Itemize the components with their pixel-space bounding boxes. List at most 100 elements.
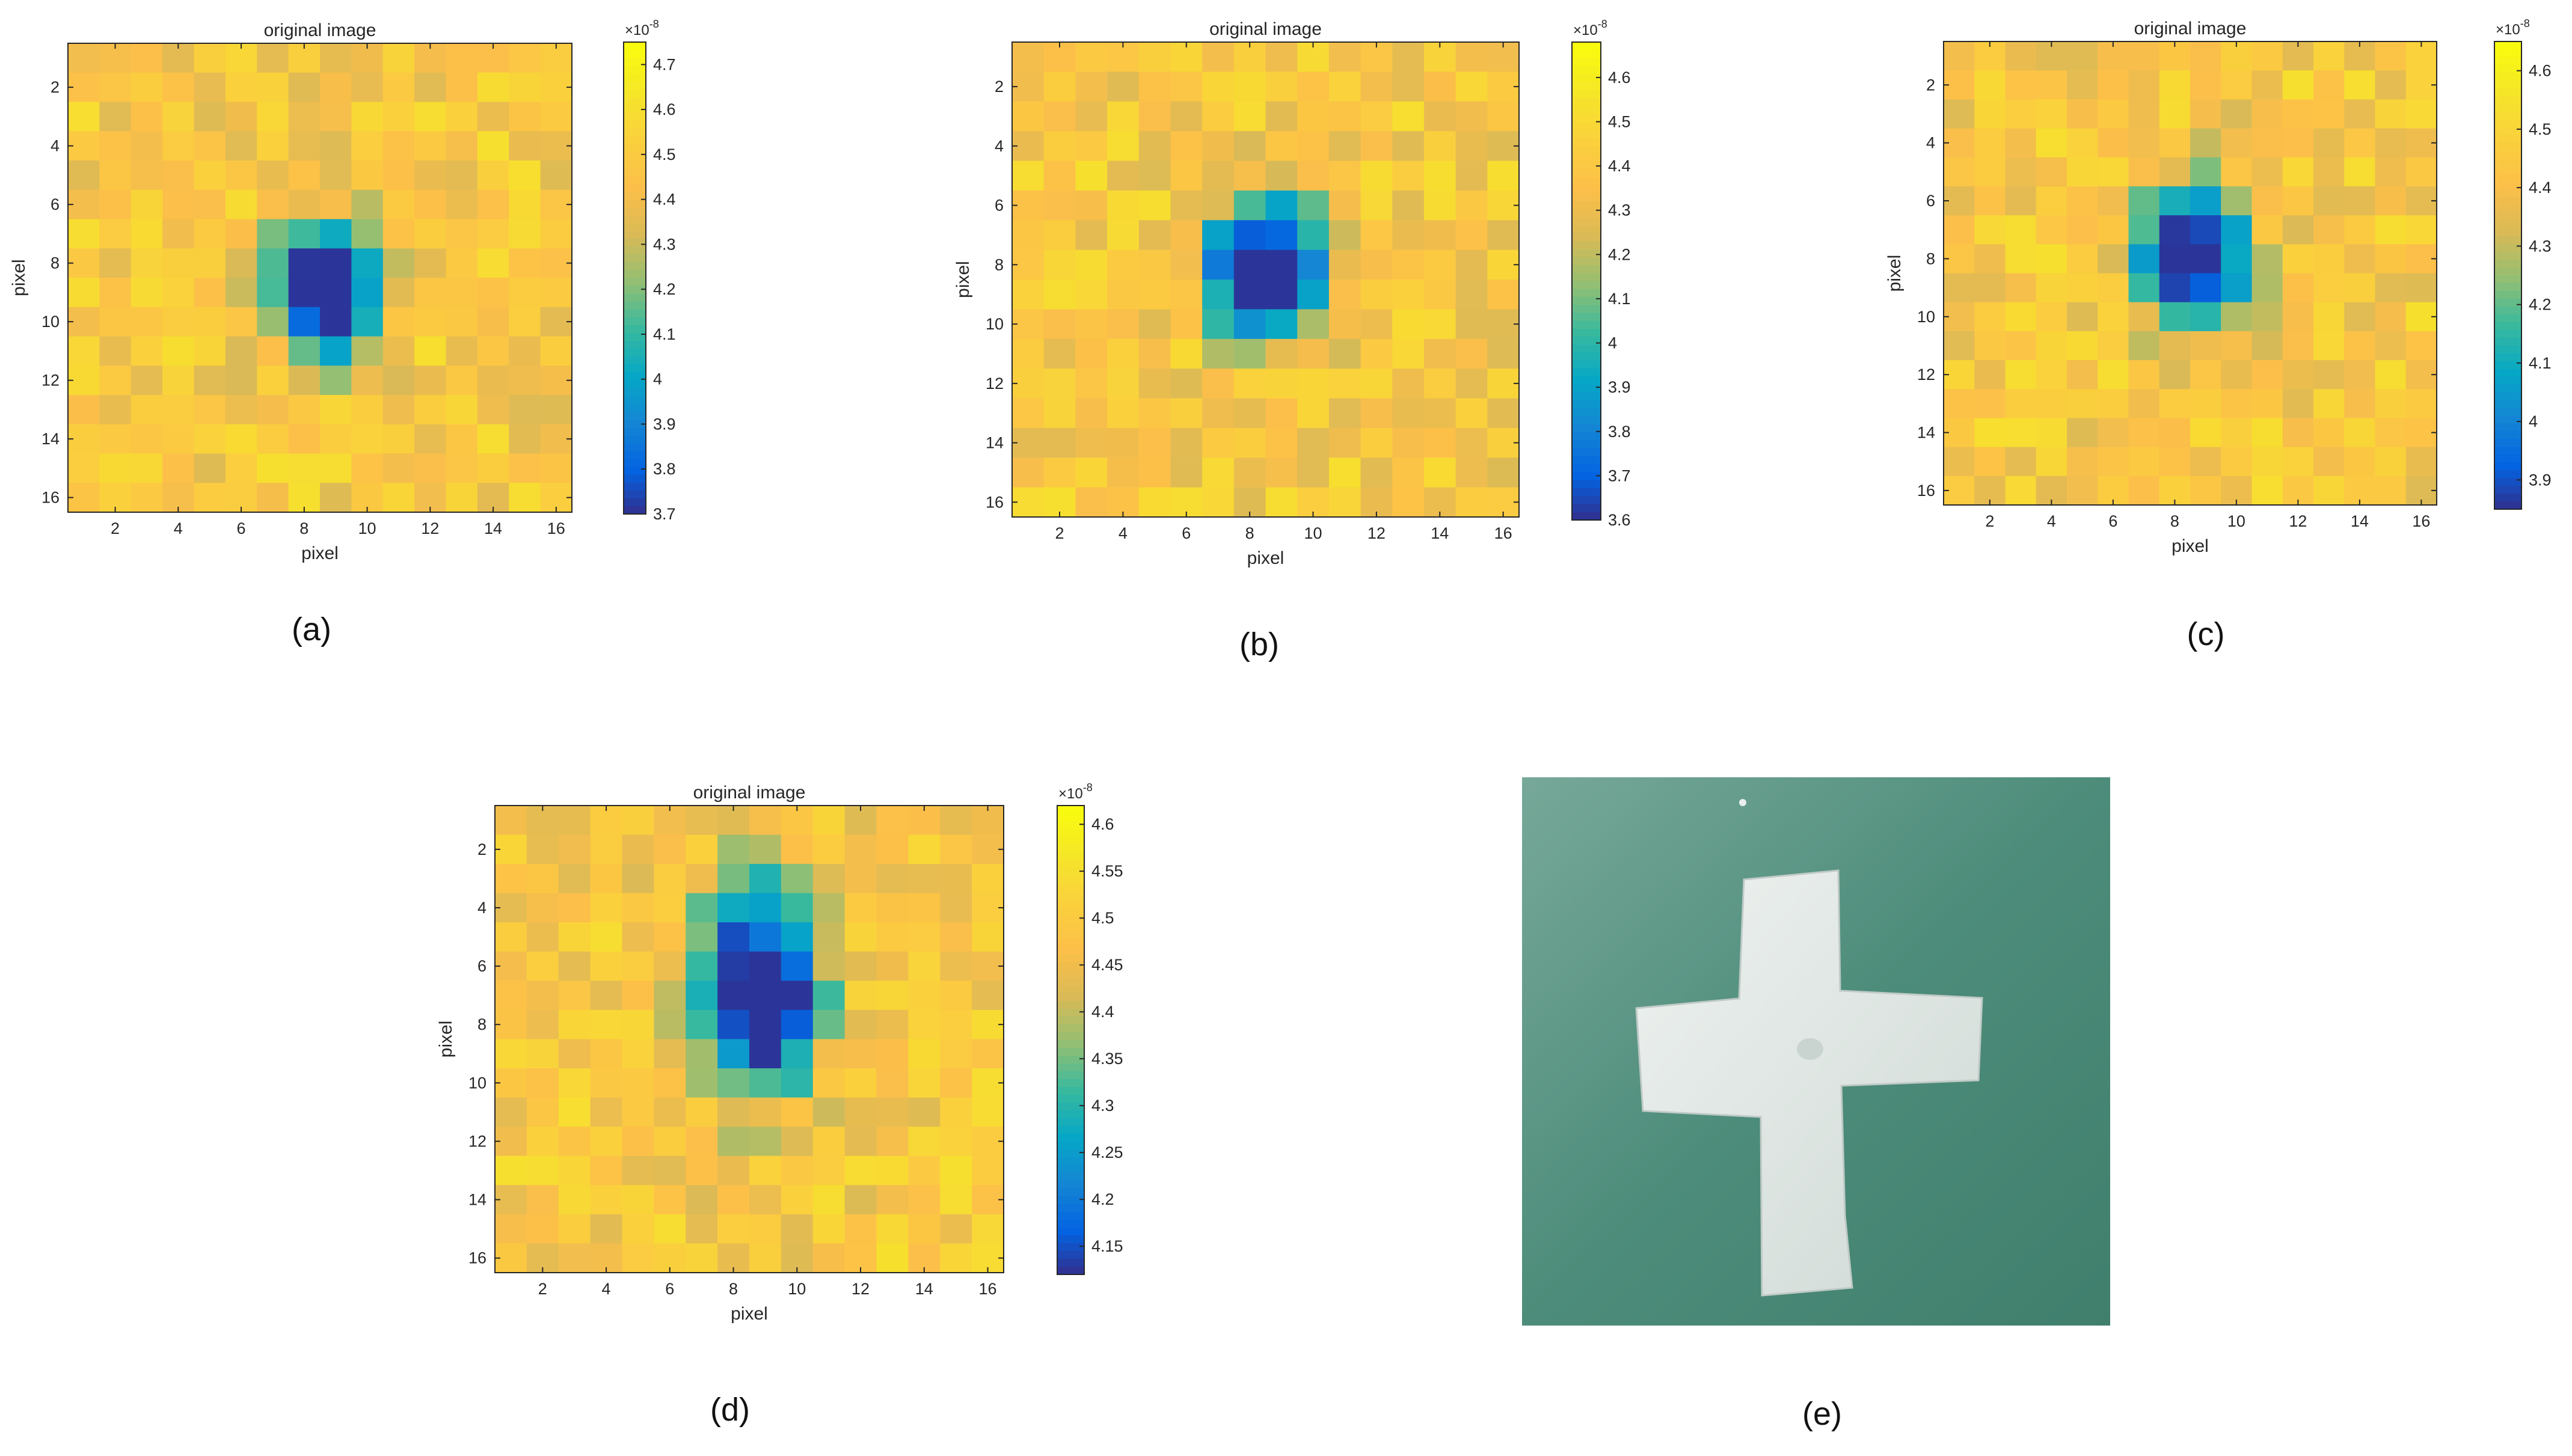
heatmap-cell [2344,128,2376,158]
heatmap-cell [1392,398,1425,429]
heatmap-cell [1974,215,2006,245]
heatmap-cell [509,278,541,308]
heatmap-cell [2251,70,2283,100]
colorbar-segment [1572,337,1601,346]
heatmap-cell [257,307,289,337]
heatmap-cell [2375,215,2407,245]
y-tick-label: 10 [1917,308,1935,326]
colorbar-segment [2494,415,2521,424]
plot-title: original image [264,20,376,40]
heatmap-cell [876,951,909,981]
heatmap-cell [1265,249,1298,280]
heatmap-cell [1043,161,1076,191]
heatmap-cell [558,1185,591,1215]
colorbar-segment [624,222,646,231]
colorbar-frame [1571,41,1601,521]
heatmap-cell [749,1214,782,1244]
heatmap-cell [446,43,478,73]
heatmap-cell [2313,331,2345,361]
heatmap-cell [130,102,163,132]
heatmap-cell [509,43,541,73]
heatmap-cell [590,922,623,952]
heatmap-cell [2221,273,2253,303]
heatmap-cell [2221,70,2253,100]
heatmap-panel-d: original image 2 4 6 8 10 12 14 16 2 4 6 8 10 12 14 16 pi… [436,782,1123,1324]
heatmap-cell [130,219,163,249]
heatmap-cell [1265,309,1298,340]
colorbar-segment [2494,431,2521,439]
heatmap-cell [320,248,352,278]
heatmap-cell [2098,418,2129,448]
heatmap-cell [717,864,750,894]
colorbar-segment [1572,496,1601,505]
heatmap-cell [1202,398,1235,429]
colorbar-segment [1572,90,1601,99]
colorbar-tick-label: 4 [1608,334,1617,352]
heatmap-cell [1107,398,1140,429]
colorbar-segment [1057,1243,1084,1252]
heatmap-cell [194,43,226,73]
heatmap-cell [477,278,509,308]
heatmap-cell [940,834,972,864]
heatmap-cell [257,366,289,396]
heatmap-cell [2221,157,2253,187]
heatmap-cell [382,336,415,366]
colorbar-segment [1057,954,1084,962]
heatmap-cell [257,424,289,454]
heatmap-cell [1297,457,1330,488]
heatmap-cell [194,483,226,513]
colorbar-segment [624,325,646,334]
heatmap-cell [1107,220,1140,251]
heatmap-cell [654,1068,686,1098]
heatmap-cell [972,1097,1004,1127]
heatmap-cell [2098,128,2129,158]
colorbar-tick-label: 4.3 [653,235,676,253]
heatmap-cell [320,453,352,483]
x-tick-label: 16 [547,519,565,537]
heatmap-cell [1075,190,1108,221]
colorbar-segment [2494,205,2521,213]
heatmap-cell [2344,360,2376,390]
colorbar-segment [1572,153,1601,162]
heatmap-cell [2375,128,2407,158]
heatmap-cell [2282,99,2314,129]
photo-cross-sample [1522,777,2110,1326]
heatmap-cell [2098,302,2129,332]
y-tick-label: 10 [468,1074,486,1092]
heatmap-cell [1043,309,1076,340]
heatmap-cell [1328,338,1361,369]
heatmap-cell [351,102,384,132]
heatmap-cell [2067,215,2098,245]
heatmap-cell [1012,338,1045,369]
heatmap-cell [1974,389,2006,419]
colorbar-segment [2494,197,2521,206]
heatmap-cell [382,366,415,396]
heatmap-cell [2282,302,2314,332]
colorbar-segment [1572,488,1601,497]
heatmap-cell [622,834,654,864]
heatmap-cell [495,980,527,1011]
colorbar-segment [624,278,646,287]
y-tick-label: 8 [51,254,60,272]
heatmap-cell [2313,41,2345,71]
heatmap-cell [1328,249,1361,280]
heatmap-cell [717,1214,750,1244]
colorbar-segment [2494,298,2521,307]
colorbar-segment [1572,305,1601,314]
heatmap-cell [1297,131,1330,162]
colorbar-segment [1057,977,1084,986]
colorbar-segment [2494,470,2521,479]
heatmap-cell [1944,447,1975,477]
y-tick-label: 12 [468,1132,486,1150]
colorbar-segment [1572,448,1601,457]
colorbar-segment [2494,252,2521,260]
heatmap-cell [288,72,321,103]
colorbar-segment [1572,114,1601,123]
colorbar-tick-label: 4.45 [1091,956,1123,974]
heatmap-cell [1392,220,1425,251]
heatmap-cell [1043,249,1076,280]
heatmap-cell [194,278,226,308]
heatmap-cell [414,102,447,132]
colorbar-segment [2494,41,2521,50]
heatmap-cell [1328,190,1361,221]
